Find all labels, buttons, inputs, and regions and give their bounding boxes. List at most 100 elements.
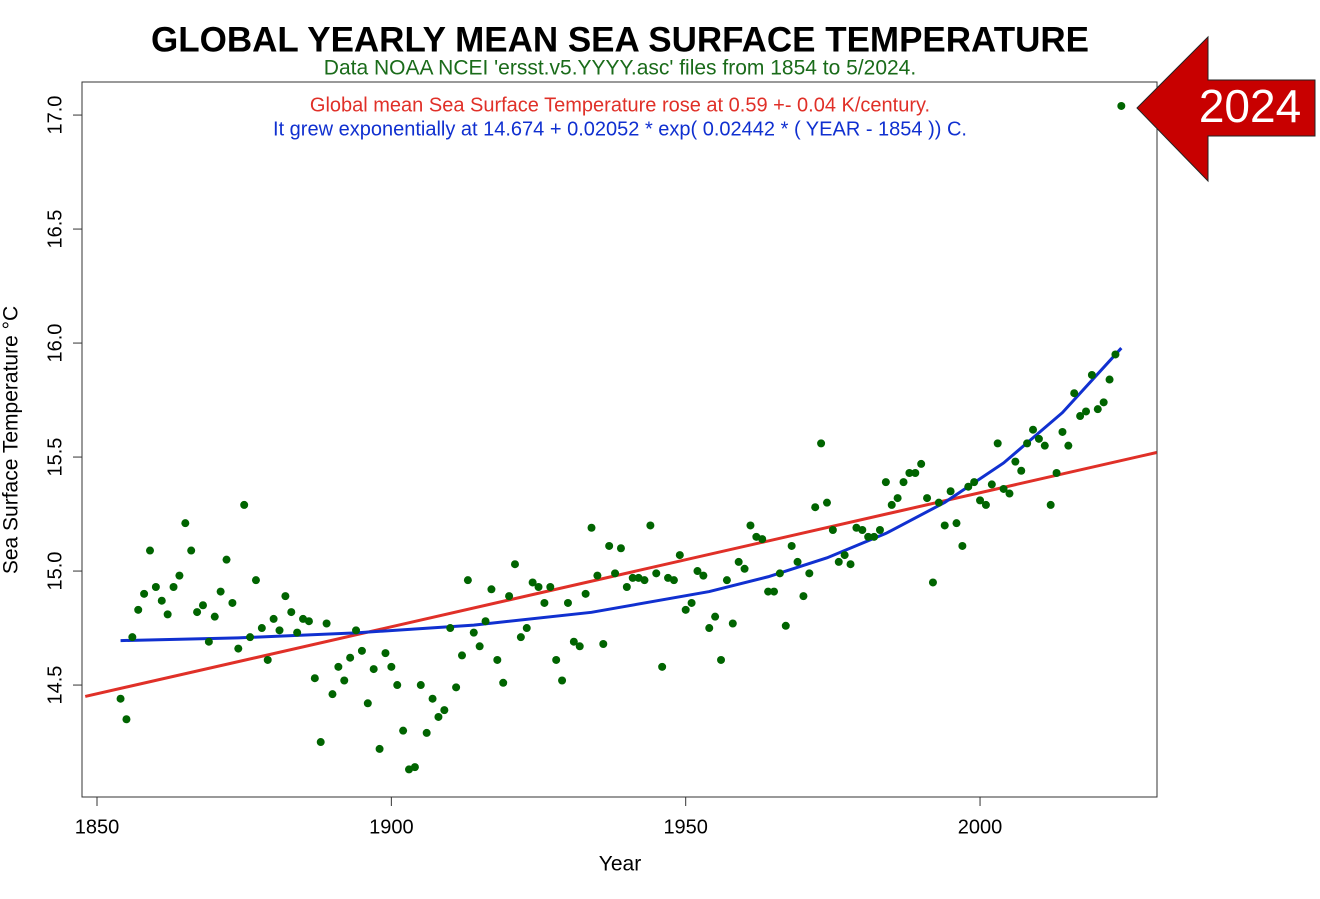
data-point [758,535,767,544]
data-point [893,494,902,503]
data-point [293,628,302,637]
data-point [322,619,331,628]
data-point [734,557,743,566]
data-point [510,560,519,569]
data-point [864,532,873,541]
data-point [787,541,796,550]
y-axis-label: Sea Surface Temperature °C [0,306,23,574]
data-point [387,662,396,671]
data-point [1052,469,1061,478]
data-point [846,560,855,569]
data-point [281,592,290,601]
data-point [1011,457,1020,466]
data-point [616,544,625,553]
data-point [452,683,461,692]
data-point [410,763,419,772]
data-point [958,541,967,550]
data-point [487,585,496,594]
data-point [204,637,213,646]
data-point [764,587,773,596]
fit-line [84,451,1157,698]
x-axis-label: Year [599,853,641,876]
callout-label: 2024 [1199,80,1301,132]
plot-frame [81,81,1158,798]
data-point [693,567,702,576]
data-point [563,598,572,607]
data-point [1105,375,1114,384]
data-point [905,469,914,478]
data-point [1046,500,1055,509]
data-point [475,642,484,651]
data-point [976,496,985,505]
data-point [151,583,160,592]
data-point [646,521,655,530]
data-point [1058,427,1067,436]
data-point [970,478,979,487]
chart-subtitle: Data NOAA NCEI 'ersst.v5.YYYY.asc' files… [324,57,916,80]
data-point [1017,466,1026,475]
data-point [705,624,714,633]
data-point [416,681,425,690]
data-point [575,642,584,651]
data-point [552,655,561,664]
data-point [375,744,384,753]
data-point [728,619,737,628]
data-point [457,651,466,660]
data-point [399,726,408,735]
data-point [116,694,125,703]
data-point [310,674,319,683]
y-tick-label: 14.5 [44,666,66,705]
data-point [287,608,296,617]
data-point [516,633,525,642]
data-point [899,478,908,487]
data-point [940,521,949,530]
data-point [134,605,143,614]
data-point [352,626,361,635]
data-point [658,662,667,671]
data-point [122,715,131,724]
data-point [781,621,790,630]
data-point [793,557,802,566]
data-point [746,521,755,530]
data-point [858,526,867,535]
data-point [140,589,149,598]
data-point [652,569,661,578]
data-point [369,665,378,674]
data-point [805,569,814,578]
data-point [699,571,708,580]
x-tick-label: 2000 [958,816,1003,838]
data-point [722,576,731,585]
data-point [1093,405,1102,414]
data-point [917,459,926,468]
data-point [269,614,278,623]
y-tick-label: 17.0 [44,96,66,135]
data-point [711,612,720,621]
data-point [363,699,372,708]
chart-title: GLOBAL YEARLY MEAN SEA SURFACE TEMPERATU… [151,20,1089,59]
data-point [640,576,649,585]
data-point [381,649,390,658]
data-point [1029,425,1038,434]
data-point [834,557,843,566]
data-point [1076,412,1085,421]
data-point [558,676,567,685]
data-point [493,655,502,664]
data-point [828,526,837,535]
data-point [569,637,578,646]
data-point [128,633,137,642]
data-point [928,578,937,587]
data-point [987,480,996,489]
data-point [1117,101,1126,110]
data-point [946,487,955,496]
data-point [340,676,349,685]
data-point [346,653,355,662]
data-point [881,478,890,487]
callout-arrow [1136,35,1316,183]
y-tick-label: 15.5 [44,438,66,477]
data-point [257,624,266,633]
data-point [316,738,325,747]
data-point [193,608,202,617]
data-point [770,587,779,596]
data-point [1023,439,1032,448]
